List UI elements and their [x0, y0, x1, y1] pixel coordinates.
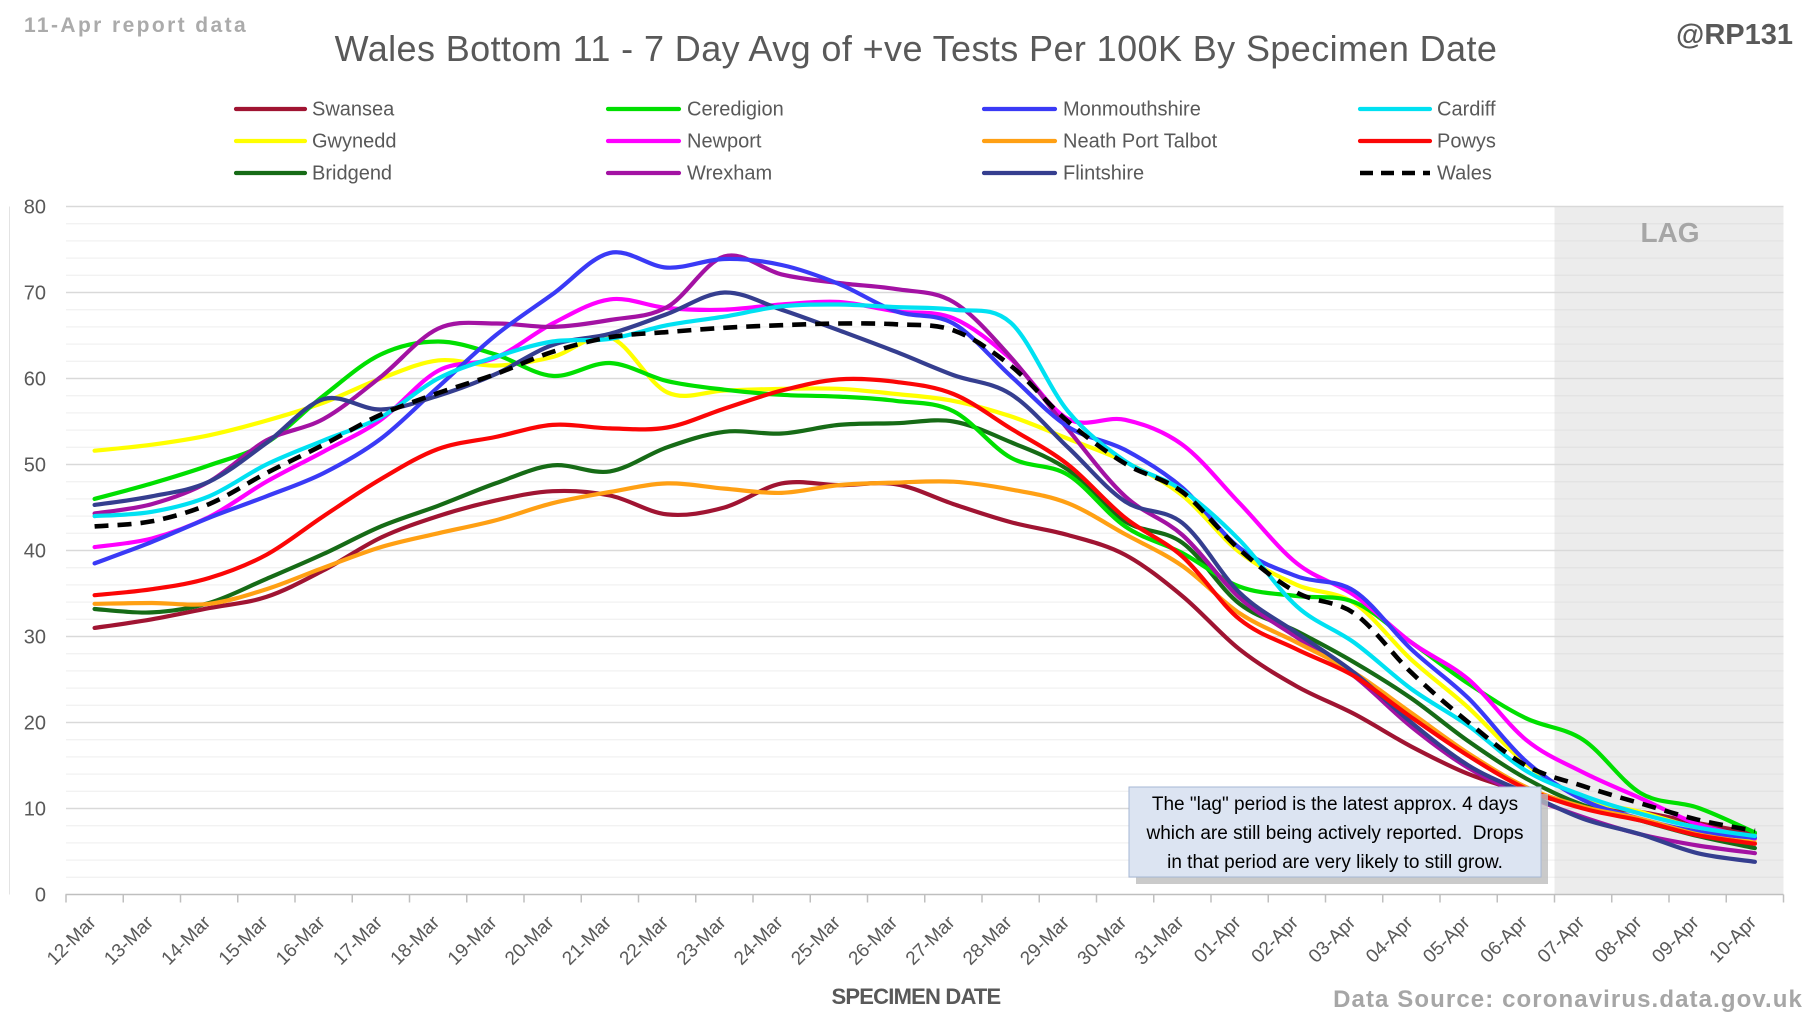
svg-text:Cardiff: Cardiff [1437, 99, 1496, 121]
svg-text:Powys: Powys [1437, 131, 1496, 153]
svg-text:Neath Port Talbot: Neath Port Talbot [1063, 131, 1218, 153]
svg-text:LAG: LAG [1640, 217, 1699, 248]
svg-text:Ceredigion: Ceredigion [687, 99, 784, 121]
svg-text:50: 50 [24, 455, 46, 477]
svg-text:80: 80 [24, 197, 46, 219]
svg-text:40: 40 [24, 541, 46, 563]
svg-text:70: 70 [24, 283, 46, 305]
svg-text:Bridgend: Bridgend [312, 163, 392, 185]
svg-text:Wales Bottom 11 - 7 Day Avg of: Wales Bottom 11 - 7 Day Avg of +ve Tests… [335, 28, 1498, 69]
svg-text:in that period are very likely: in that period are very likely to still … [1167, 852, 1503, 873]
svg-text:0: 0 [35, 885, 46, 907]
svg-text:SPECIMEN DATE: SPECIMEN DATE [832, 984, 1001, 1009]
svg-text:60: 60 [24, 369, 46, 391]
svg-text:Monmouthshire: Monmouthshire [1063, 99, 1201, 121]
svg-text:The "lag" period is the latest: The "lag" period is the latest approx. 4… [1152, 794, 1518, 815]
svg-text:30: 30 [24, 627, 46, 649]
svg-text:Wrexham: Wrexham [687, 163, 772, 185]
svg-text:20: 20 [24, 713, 46, 735]
svg-text:Swansea: Swansea [312, 99, 395, 121]
svg-text:Flintshire: Flintshire [1063, 163, 1144, 185]
svg-text:which are still being actively: which are still being actively reported.… [1145, 823, 1523, 844]
svg-text:Data Source: coronavirus.data.: Data Source: coronavirus.data.gov.uk [1333, 986, 1803, 1013]
svg-text:@RP131: @RP131 [1676, 19, 1793, 51]
svg-text:11-Apr report data: 11-Apr report data [24, 14, 248, 37]
svg-text:Newport: Newport [687, 131, 762, 153]
svg-text:Wales: Wales [1437, 163, 1492, 185]
svg-text:Gwynedd: Gwynedd [312, 131, 397, 153]
svg-text:10: 10 [24, 799, 46, 821]
